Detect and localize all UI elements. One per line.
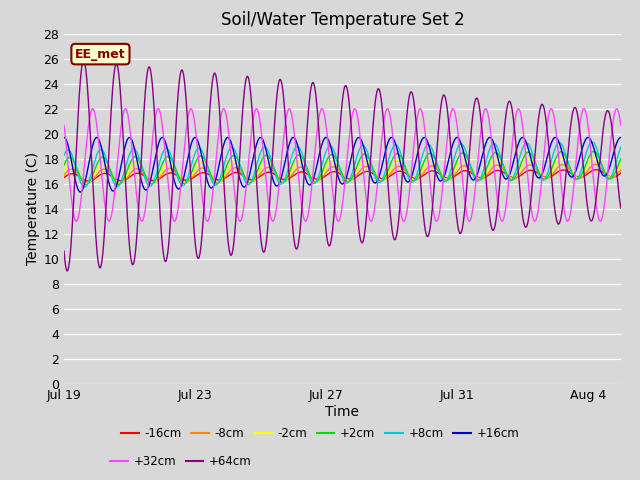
-8cm bbox=[84, 180, 92, 186]
+64cm bbox=[60, 248, 68, 254]
-8cm bbox=[136, 167, 143, 173]
+64cm bbox=[397, 192, 404, 198]
-2cm bbox=[136, 163, 143, 168]
-16cm bbox=[617, 170, 625, 176]
+16cm bbox=[486, 135, 494, 141]
+8cm bbox=[396, 148, 404, 154]
+32cm bbox=[617, 122, 625, 128]
-2cm bbox=[124, 169, 132, 175]
+32cm bbox=[60, 122, 68, 128]
-2cm bbox=[349, 175, 357, 180]
+16cm bbox=[396, 159, 404, 165]
+8cm bbox=[349, 168, 357, 173]
-16cm bbox=[593, 167, 600, 173]
-2cm bbox=[396, 158, 404, 164]
-8cm bbox=[486, 168, 494, 173]
+64cm bbox=[80, 58, 88, 63]
Legend: +32cm, +64cm: +32cm, +64cm bbox=[105, 450, 257, 473]
-2cm bbox=[173, 170, 181, 176]
+64cm bbox=[487, 223, 495, 228]
-16cm bbox=[173, 173, 181, 179]
-2cm bbox=[591, 155, 598, 160]
Line: +32cm: +32cm bbox=[64, 108, 621, 221]
-8cm bbox=[124, 173, 132, 179]
Line: +8cm: +8cm bbox=[64, 142, 621, 187]
-16cm bbox=[349, 176, 357, 181]
-16cm bbox=[124, 175, 132, 181]
Line: -16cm: -16cm bbox=[64, 170, 621, 181]
Line: +16cm: +16cm bbox=[64, 137, 621, 192]
-2cm bbox=[486, 162, 494, 168]
+16cm bbox=[173, 185, 181, 191]
-16cm bbox=[136, 170, 143, 176]
+64cm bbox=[63, 268, 71, 274]
+16cm bbox=[124, 135, 132, 141]
+32cm bbox=[349, 109, 357, 115]
+2cm bbox=[396, 153, 404, 158]
+2cm bbox=[82, 182, 90, 188]
+2cm bbox=[486, 156, 494, 162]
-8cm bbox=[60, 172, 68, 178]
+8cm bbox=[124, 155, 132, 161]
+32cm bbox=[124, 114, 132, 120]
X-axis label: Time: Time bbox=[325, 405, 360, 419]
-16cm bbox=[486, 171, 494, 177]
-16cm bbox=[60, 175, 68, 180]
+8cm bbox=[173, 174, 181, 180]
-8cm bbox=[396, 164, 404, 169]
+16cm bbox=[617, 134, 625, 140]
-8cm bbox=[592, 161, 600, 167]
+32cm bbox=[486, 127, 494, 132]
+8cm bbox=[136, 158, 143, 164]
-16cm bbox=[84, 178, 92, 184]
Line: +64cm: +64cm bbox=[64, 60, 621, 271]
+32cm bbox=[136, 215, 143, 220]
Line: -8cm: -8cm bbox=[64, 164, 621, 183]
+64cm bbox=[617, 205, 625, 211]
+32cm bbox=[613, 106, 621, 111]
+16cm bbox=[60, 134, 68, 140]
-8cm bbox=[349, 176, 357, 182]
+16cm bbox=[349, 147, 357, 153]
+16cm bbox=[136, 171, 143, 177]
+64cm bbox=[350, 159, 358, 165]
+64cm bbox=[174, 91, 182, 97]
+8cm bbox=[60, 153, 68, 158]
+2cm bbox=[136, 159, 143, 165]
+2cm bbox=[349, 173, 357, 179]
-2cm bbox=[60, 168, 68, 174]
+2cm bbox=[617, 156, 625, 161]
-8cm bbox=[173, 172, 181, 178]
+8cm bbox=[617, 144, 625, 150]
+2cm bbox=[173, 170, 181, 176]
Text: EE_met: EE_met bbox=[75, 48, 126, 60]
+8cm bbox=[486, 145, 494, 151]
+8cm bbox=[81, 184, 88, 190]
+64cm bbox=[137, 171, 145, 177]
+2cm bbox=[589, 149, 597, 155]
+2cm bbox=[60, 162, 68, 168]
-8cm bbox=[617, 167, 625, 173]
-2cm bbox=[617, 161, 625, 167]
+64cm bbox=[125, 236, 132, 241]
Title: Soil/Water Temperature Set 2: Soil/Water Temperature Set 2 bbox=[221, 11, 464, 29]
+32cm bbox=[72, 218, 80, 224]
Y-axis label: Temperature (C): Temperature (C) bbox=[26, 152, 40, 265]
Line: -2cm: -2cm bbox=[64, 157, 621, 183]
-2cm bbox=[83, 180, 91, 186]
+16cm bbox=[77, 189, 84, 195]
-16cm bbox=[396, 168, 404, 174]
+2cm bbox=[124, 165, 132, 170]
+8cm bbox=[588, 139, 596, 145]
+32cm bbox=[173, 210, 181, 216]
+32cm bbox=[396, 205, 404, 211]
Line: +2cm: +2cm bbox=[64, 152, 621, 185]
